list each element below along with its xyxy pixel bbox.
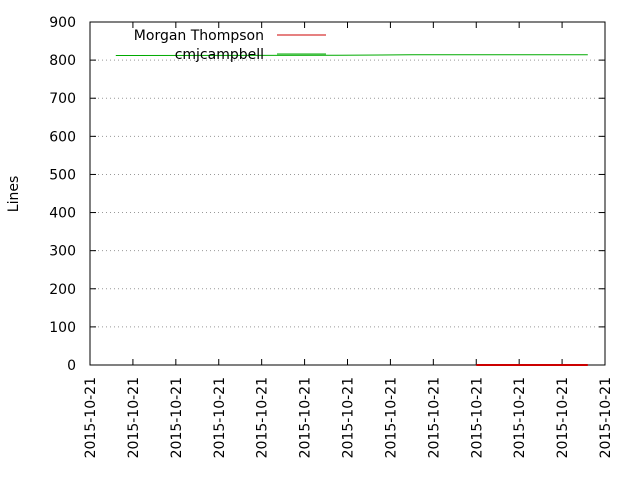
x-tick-label: 2015-10-21 <box>469 377 485 458</box>
x-tick-label: 2015-10-21 <box>169 377 185 458</box>
grid-lines <box>90 59 605 328</box>
x-tick-label: 2015-10-21 <box>555 377 571 458</box>
x-tick-label: 2015-10-21 <box>598 377 614 458</box>
y-tick-label: 500 <box>49 167 76 183</box>
legend-label: Morgan Thompson <box>134 28 264 44</box>
legend: Morgan Thompson cmjcampbell <box>134 28 326 63</box>
x-tick-label: 2015-10-21 <box>83 377 99 458</box>
x-axis: 2015-10-21 2015-10-21 2015-10-21 2015-10-21… <box>83 22 614 458</box>
y-tick-label: 300 <box>49 244 76 260</box>
legend-label: cmjcampbell <box>175 47 264 63</box>
x-tick-label: 2015-10-21 <box>426 377 442 458</box>
y-axis-title: Lines <box>6 176 22 212</box>
y-tick-label: 0 <box>67 358 76 374</box>
plot-area <box>89 21 606 366</box>
series-group <box>115 54 588 366</box>
x-tick-label: 2015-10-21 <box>341 377 357 458</box>
x-tick-label: 2015-10-21 <box>512 377 528 458</box>
y-tick-label: 600 <box>49 129 76 145</box>
x-tick-label: 2015-10-21 <box>255 377 271 458</box>
y-tick-label: 700 <box>49 91 76 107</box>
y-tick-label: 800 <box>49 53 76 69</box>
y-tick-label: 100 <box>49 320 76 336</box>
y-tick-label: 200 <box>49 282 76 298</box>
x-tick-label: 2015-10-21 <box>212 377 228 458</box>
y-tick-label: 400 <box>49 206 76 222</box>
x-tick-label: 2015-10-21 <box>383 377 399 458</box>
y-tick-label: 900 <box>49 15 76 31</box>
x-tick-label: 2015-10-21 <box>126 377 142 458</box>
series-line <box>115 54 588 56</box>
y-axis: 0 100 200 300 400 500 600 700 800 900 <box>49 15 605 374</box>
x-tick-label: 2015-10-21 <box>298 377 314 458</box>
